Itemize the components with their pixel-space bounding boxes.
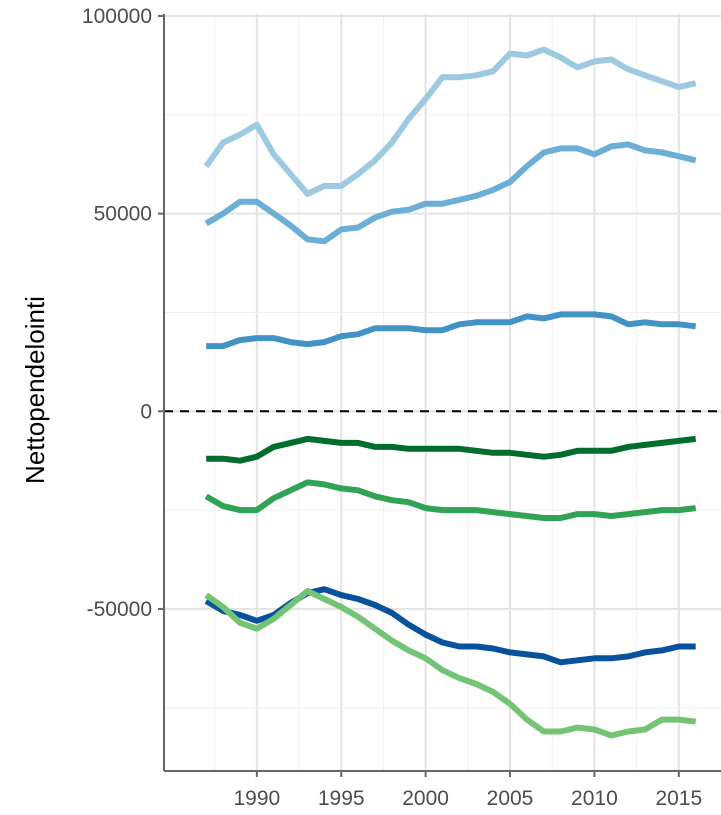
x-tick-label: 2015	[655, 787, 702, 810]
y-tick-label: 50000	[94, 203, 152, 226]
y-tick-label: 100000	[82, 5, 152, 28]
y-tick-label: 0	[140, 400, 152, 423]
x-tick-label: 1990	[233, 787, 280, 810]
series-line-1	[203, 46, 697, 197]
series-line-3	[206, 311, 697, 350]
y-tick-label: -50000	[87, 598, 152, 621]
x-tick-label: 2010	[571, 787, 618, 810]
series-line-2	[204, 141, 697, 245]
series-lines	[203, 46, 697, 739]
axis-ticks: -50000 0 50000 100000 1990 1995 2000 2005 2010 20…	[82, 5, 702, 810]
x-tick-label: 2005	[487, 787, 534, 810]
series-line-5	[204, 479, 697, 521]
y-axis-title: Nettopendelointi	[20, 296, 50, 484]
series-line-4	[206, 435, 697, 464]
series-line-6	[204, 586, 696, 666]
x-tick-label: 1995	[318, 787, 365, 810]
x-tick-label: 2000	[402, 787, 449, 810]
series-line-7	[204, 588, 697, 739]
